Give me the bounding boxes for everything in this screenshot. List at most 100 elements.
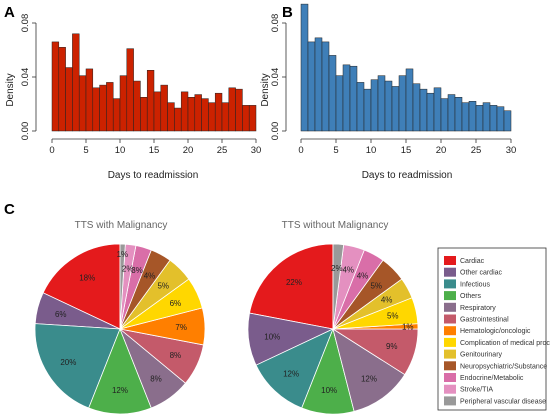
histogram-a-bar (180, 91, 189, 132)
histogram-a-bar (72, 33, 80, 132)
legend-swatch (444, 384, 456, 394)
histogram-b-bars (300, 3, 512, 132)
legend-label: Peripheral vascular disease (460, 398, 546, 405)
histogram-b-bar (496, 106, 505, 132)
histogram-a-y-tick-label: 0.08 (20, 14, 31, 33)
histogram-a-y-tick-label: 0.04 (20, 68, 31, 87)
pie-with-malignancy-labels: 18%6%20%12%8%8%7%6%5%4%3%2%1% (55, 250, 187, 395)
histogram-a-bar (194, 94, 202, 132)
pie-without-malignancy-slice-label: 10% (264, 333, 280, 342)
pie-with-malignancy-slice (42, 243, 121, 330)
pie-without-malignancy-labels: 22%10%12%10%12%9%1%5%4%5%4%4%2% (264, 264, 413, 395)
histogram-b-bar (454, 97, 463, 132)
pie-without-malignancy-title: TTS without Malignancy (282, 220, 389, 231)
legend-label: Cardiac (460, 258, 485, 265)
histogram-b-bar (384, 80, 393, 132)
histogram-b-bar (447, 94, 456, 132)
histogram-a-bar (133, 80, 141, 132)
histogram-b-bar (405, 68, 414, 132)
legend-frame (437, 247, 547, 411)
histogram-a-x-tick-label: 20 (183, 145, 194, 156)
legend-label: Genitourinary (460, 352, 503, 359)
histogram-a-x-tick-label: 30 (251, 145, 262, 156)
legend-label: Infectious (460, 281, 490, 288)
pie-with-malignancy-slice-label: 6% (170, 299, 182, 308)
pie-without-malignancy-slice (255, 328, 334, 409)
pie-without-malignancy-slice-label: 10% (321, 386, 337, 395)
pie-without-malignancy-slice (249, 243, 334, 330)
histogram-b-bar (475, 105, 484, 132)
histogram-b-bar (419, 88, 428, 132)
histogram-b-x-tick-label: 15 (401, 145, 412, 156)
pie-with-malignancy-slice-label: 7% (175, 323, 187, 332)
histogram-b: 0 5 10 15 20 25 30 0.00 0.04 0.08 Days to readmis… (260, 3, 516, 181)
pie-with-malignancy-slice-label: 12% (112, 386, 128, 395)
histogram-b-x-tick-label: 25 (471, 145, 482, 156)
legend-label: Stroke/TIA (460, 387, 493, 394)
histogram-a-bar (228, 87, 236, 132)
legend-label: Others (460, 293, 482, 300)
legend-swatch (444, 361, 456, 371)
legend-swatch (444, 267, 456, 277)
panel-letter-b: B (282, 4, 293, 21)
histogram-a-y-tick-label: 0.00 (20, 122, 31, 141)
histogram-a-bar (174, 107, 182, 132)
histogram-b-bar (461, 102, 470, 132)
histogram-b-axes: 0 5 10 15 20 25 30 0.00 0.04 0.08 (270, 14, 516, 156)
pie-with-malignancy-title: TTS with Malignancy (75, 220, 168, 231)
pie-with-malignancy-slices (34, 243, 206, 415)
legend-swatch (444, 291, 456, 301)
histogram-a: 0 5 10 15 20 25 30 0.00 0.04 0.08 Days to readmis… (5, 14, 261, 181)
histogram-a-x-tick-label: 5 (83, 145, 88, 156)
pie-without-malignancy-slice-label: 4% (342, 266, 354, 275)
histogram-a-bar (221, 102, 230, 132)
histogram-b-bar (370, 79, 379, 132)
legend-label: Endocrine/Metabolic (460, 375, 524, 382)
pie-with-malignancy-slice-label: 6% (55, 310, 67, 319)
histogram-b-bar (300, 3, 309, 132)
legend-label: Gastrointestinal (460, 317, 509, 324)
pie-with-malignancy-slice-label: 2% (122, 264, 134, 273)
histogram-b-bar (489, 105, 498, 132)
histogram-b-bar (412, 83, 421, 132)
histogram-b-bar (426, 92, 435, 132)
histogram-a-bar (140, 97, 148, 132)
histogram-a-bar (106, 82, 114, 132)
histogram-b-x-tick-label: 5 (333, 145, 338, 156)
pie-with-malignancy-slice (119, 243, 126, 330)
histogram-a-x-tick-label: 25 (217, 145, 228, 156)
histogram-b-x-tick-label: 0 (298, 145, 303, 156)
legend-swatch (444, 302, 456, 312)
histogram-b-bar (391, 86, 400, 132)
histogram-a-ylabel: Density (5, 73, 16, 106)
pie-with-malignancy-slice (88, 327, 152, 415)
pie-with-malignancy-slice-label: 20% (60, 358, 76, 367)
pie-without-malignancy-slice (332, 328, 406, 412)
histogram-a-bar (85, 68, 94, 132)
histogram-b-bar (363, 88, 372, 132)
histogram-b-y-tick-label: 0.04 (270, 68, 281, 87)
histogram-b-x-tick-label: 10 (366, 145, 377, 156)
histogram-a-bar (167, 102, 175, 132)
histogram-b-bar (482, 102, 491, 132)
legend-swatch (444, 256, 456, 265)
histogram-b-ylabel: Density (260, 73, 271, 106)
legend-swatch (444, 337, 456, 347)
histogram-b-bar (433, 87, 442, 132)
histogram-b-bar (335, 75, 344, 132)
pie-without-malignancy-slice-label: 5% (370, 282, 382, 291)
legend-label: Other cardiac (460, 270, 503, 277)
legend-items: Cardiac Other cardiac Infectious Others Resp… (444, 256, 550, 406)
pie-chart-with-malignancy: TTS with Malignancy 18%6%20%12%8%8%7%6%5… (34, 220, 206, 415)
histogram-a-bar (242, 105, 250, 132)
histogram-a-bar (235, 88, 243, 132)
legend-label: Hematologic/oncologic (460, 328, 531, 335)
legend: Cardiac Other cardiac Infectious Others Resp… (437, 247, 550, 411)
histogram-b-bar (342, 64, 351, 132)
pie-without-malignancy-slice-label: 4% (381, 296, 393, 305)
pie-without-malignancy-slice (332, 243, 345, 330)
histogram-b-bar (503, 110, 512, 132)
histogram-b-bar (440, 98, 449, 132)
histogram-a-bar (208, 102, 216, 132)
histogram-b-bar (377, 75, 386, 132)
